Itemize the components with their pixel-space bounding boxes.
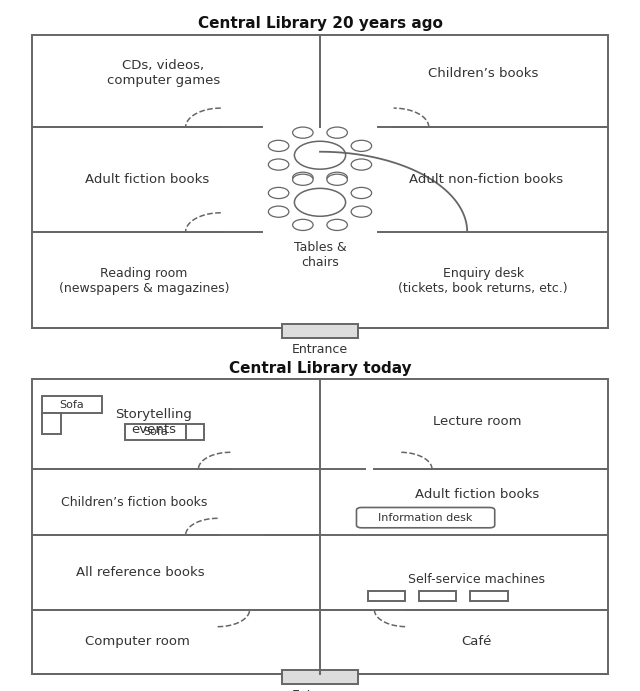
Text: Tables &
chairs: Tables & chairs	[294, 240, 346, 269]
Bar	[42, 397, 102, 413]
Text: Lecture room: Lecture room	[433, 415, 521, 428]
Bar	[186, 424, 204, 440]
Bar	[32, 35, 608, 328]
Text: All reference books: All reference books	[77, 566, 205, 579]
Circle shape	[351, 206, 372, 217]
Circle shape	[294, 141, 346, 169]
Text: Adult fiction books: Adult fiction books	[415, 488, 539, 501]
Text: Central Library today: Central Library today	[228, 361, 412, 376]
Bar	[419, 591, 456, 601]
FancyBboxPatch shape	[356, 507, 495, 528]
Text: Self-service machines: Self-service machines	[408, 573, 545, 586]
Text: Children’s books: Children’s books	[428, 67, 538, 79]
Text: Entrance: Entrance	[292, 689, 348, 691]
Circle shape	[327, 127, 348, 138]
Text: Sofa: Sofa	[143, 427, 168, 437]
Circle shape	[268, 187, 289, 198]
Bar	[282, 670, 358, 683]
Circle shape	[351, 159, 372, 170]
Text: Sofa: Sofa	[60, 400, 84, 410]
Text: Café: Café	[461, 636, 492, 648]
Bar	[282, 324, 358, 338]
Circle shape	[292, 127, 313, 138]
Circle shape	[268, 206, 289, 217]
Text: Enquiry desk
(tickets, book returns, etc.): Enquiry desk (tickets, book returns, etc…	[398, 267, 568, 295]
Bar	[125, 424, 186, 440]
Text: Information desk: Information desk	[378, 513, 473, 522]
Bar	[470, 591, 508, 601]
Circle shape	[327, 174, 348, 185]
Text: Central Library 20 years ago: Central Library 20 years ago	[198, 16, 442, 30]
Circle shape	[292, 219, 313, 231]
Text: CDs, videos,
computer games: CDs, videos, computer games	[107, 59, 220, 87]
Circle shape	[351, 187, 372, 198]
Circle shape	[268, 159, 289, 170]
Circle shape	[294, 189, 346, 216]
Text: Entrance: Entrance	[292, 343, 348, 357]
Text: Computer room: Computer room	[85, 636, 190, 648]
Text: Reading room
(newspapers & magazines): Reading room (newspapers & magazines)	[59, 267, 229, 295]
Text: Adult fiction books: Adult fiction books	[85, 173, 209, 186]
Bar	[42, 413, 61, 434]
Circle shape	[327, 219, 348, 231]
Circle shape	[292, 174, 313, 185]
Circle shape	[327, 172, 348, 183]
Circle shape	[268, 140, 289, 151]
Bar	[32, 379, 608, 674]
Text: Adult non-fiction books: Adult non-fiction books	[410, 173, 563, 186]
Text: Storytelling
events: Storytelling events	[115, 408, 192, 436]
Circle shape	[292, 172, 313, 183]
Text: Children’s fiction books: Children’s fiction books	[61, 496, 207, 509]
Circle shape	[351, 140, 372, 151]
Bar	[368, 591, 405, 601]
